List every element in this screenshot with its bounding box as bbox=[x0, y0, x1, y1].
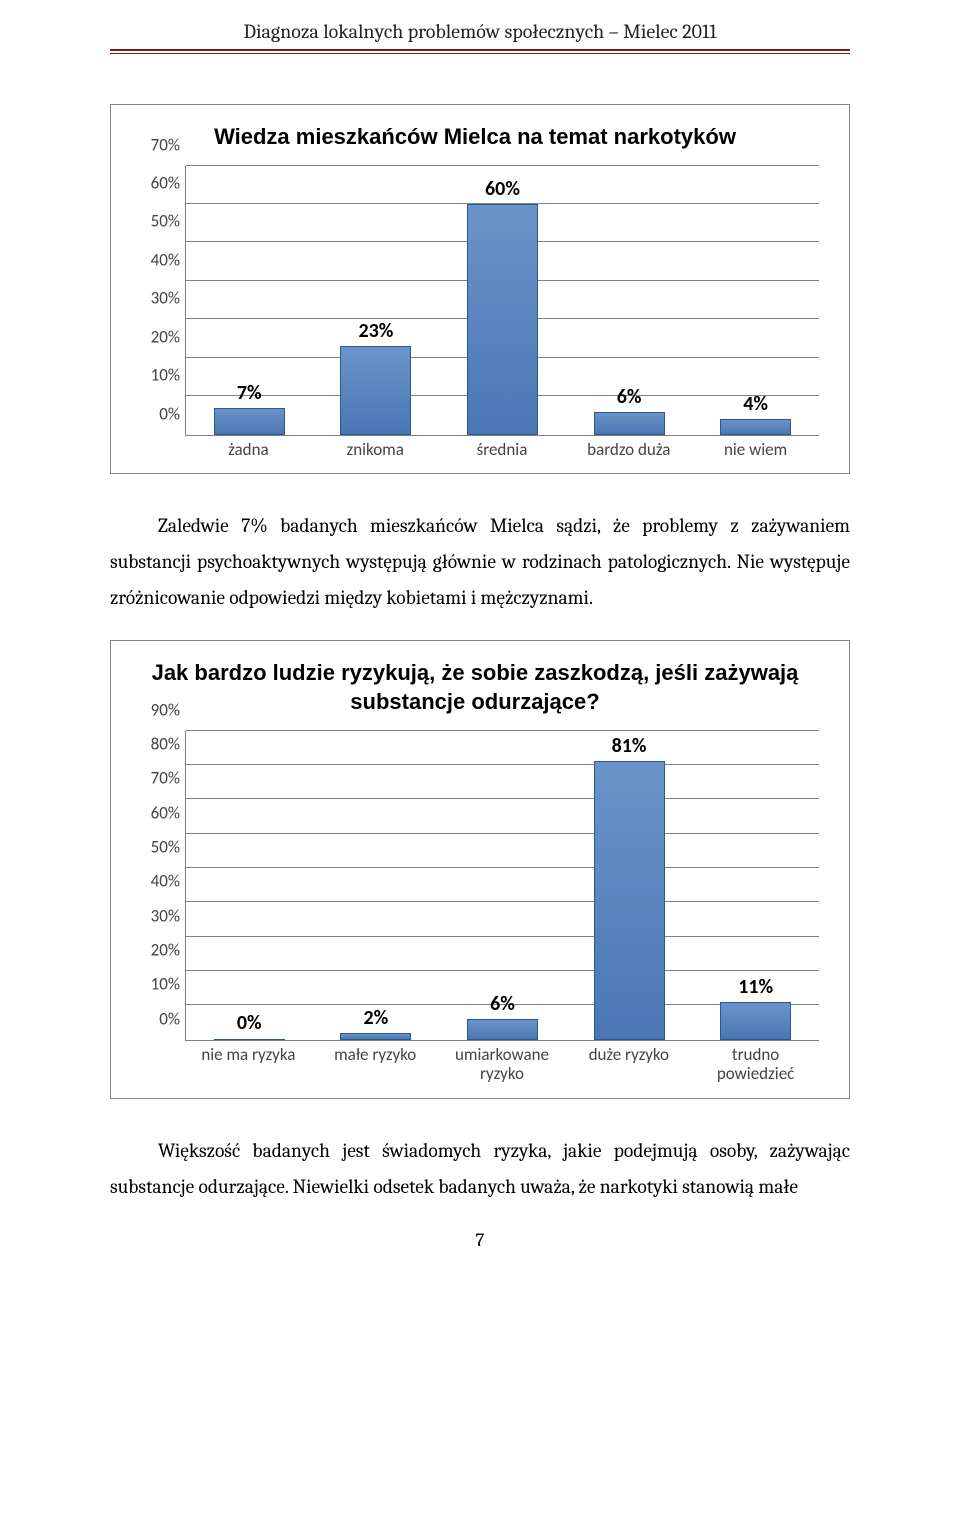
ytick-label: 60% bbox=[136, 173, 180, 194]
ytick-label: 20% bbox=[136, 939, 180, 960]
ytick-label: 60% bbox=[136, 802, 180, 823]
ytick-label: 0% bbox=[136, 1008, 180, 1029]
xlabel: małe ryzyko bbox=[312, 1041, 439, 1084]
bar: 0% bbox=[214, 1039, 285, 1040]
ytick-label: 50% bbox=[136, 211, 180, 232]
chart2-plot: 0%10%20%30%40%50%60%70%80%90%0%2%6%81%11… bbox=[185, 731, 819, 1041]
ytick-label: 30% bbox=[136, 905, 180, 926]
xlabel: trudno powiedzieć bbox=[692, 1041, 819, 1084]
chart-knowledge: Wiedza mieszkańców Mielca na temat narko… bbox=[110, 104, 850, 474]
bar-value-label: 0% bbox=[237, 1011, 262, 1035]
xlabel: duże ryzyko bbox=[565, 1041, 692, 1084]
xlabel: żadna bbox=[185, 436, 312, 460]
bar: 7% bbox=[214, 408, 285, 435]
ytick-label: 80% bbox=[136, 733, 180, 754]
ytick-label: 40% bbox=[136, 871, 180, 892]
bar-value-label: 7% bbox=[237, 381, 262, 405]
xlabel: bardzo duża bbox=[565, 436, 692, 460]
xlabel: znikoma bbox=[312, 436, 439, 460]
bar-value-label: 2% bbox=[364, 1006, 389, 1030]
bar: 2% bbox=[340, 1033, 411, 1040]
bar-column: 4% bbox=[692, 166, 819, 435]
bar-column: 6% bbox=[439, 731, 566, 1040]
bar: 11% bbox=[720, 1002, 791, 1040]
bar: 60% bbox=[467, 204, 538, 435]
ytick-label: 20% bbox=[136, 326, 180, 347]
ytick-label: 10% bbox=[136, 365, 180, 386]
page-header-title: Diagnoza lokalnych problemów społecznych… bbox=[110, 20, 850, 49]
bar-value-label: 6% bbox=[490, 992, 515, 1016]
bar-column: 11% bbox=[692, 731, 819, 1040]
bar-value-label: 23% bbox=[358, 319, 393, 343]
bar-value-label: 6% bbox=[617, 385, 642, 409]
bar-column: 6% bbox=[566, 166, 693, 435]
ytick-label: 70% bbox=[136, 134, 180, 155]
bar: 23% bbox=[340, 346, 411, 434]
bar-value-label: 4% bbox=[743, 392, 768, 416]
ytick-label: 40% bbox=[136, 249, 180, 270]
xlabel: umiarkowane ryzyko bbox=[439, 1041, 566, 1084]
bar-column: 0% bbox=[186, 731, 313, 1040]
paragraph-2: Większość badanych jest świadomych ryzyk… bbox=[110, 1133, 850, 1205]
bar-column: 81% bbox=[566, 731, 693, 1040]
bar-column: 7% bbox=[186, 166, 313, 435]
chart1-plot: 0%10%20%30%40%50%60%70%7%23%60%6%4% bbox=[185, 166, 819, 436]
bar-column: 60% bbox=[439, 166, 566, 435]
chart1-xlabels: żadnaznikomaśredniabardzo dużanie wiem bbox=[185, 436, 819, 460]
chart2-title: Jak bardzo ludzie ryzykują, że sobie zas… bbox=[131, 659, 819, 716]
chart-risk: Jak bardzo ludzie ryzykują, że sobie zas… bbox=[110, 640, 850, 1098]
bar-value-label: 11% bbox=[738, 975, 773, 999]
chart1-title: Wiedza mieszkańców Mielca na temat narko… bbox=[131, 123, 819, 152]
bar: 81% bbox=[594, 761, 665, 1039]
ytick-label: 70% bbox=[136, 768, 180, 789]
bar: 6% bbox=[594, 412, 665, 435]
bar-value-label: 60% bbox=[485, 177, 520, 201]
bar-column: 2% bbox=[313, 731, 440, 1040]
ytick-label: 90% bbox=[136, 699, 180, 720]
ytick-label: 10% bbox=[136, 974, 180, 995]
page-number: 7 bbox=[110, 1229, 850, 1251]
header-underline bbox=[110, 49, 850, 54]
xlabel: nie ma ryzyka bbox=[185, 1041, 312, 1084]
ytick-label: 30% bbox=[136, 288, 180, 309]
xlabel: średnia bbox=[439, 436, 566, 460]
bar-value-label: 81% bbox=[612, 734, 647, 758]
ytick-label: 0% bbox=[136, 403, 180, 424]
ytick-label: 50% bbox=[136, 836, 180, 857]
bar: 6% bbox=[467, 1019, 538, 1040]
chart2-xlabels: nie ma ryzykamałe ryzykoumiarkowane ryzy… bbox=[185, 1041, 819, 1084]
xlabel: nie wiem bbox=[692, 436, 819, 460]
bar: 4% bbox=[720, 419, 791, 434]
bar-column: 23% bbox=[313, 166, 440, 435]
paragraph-1: Zaledwie 7% badanych mieszkańców Mielca … bbox=[110, 508, 850, 616]
